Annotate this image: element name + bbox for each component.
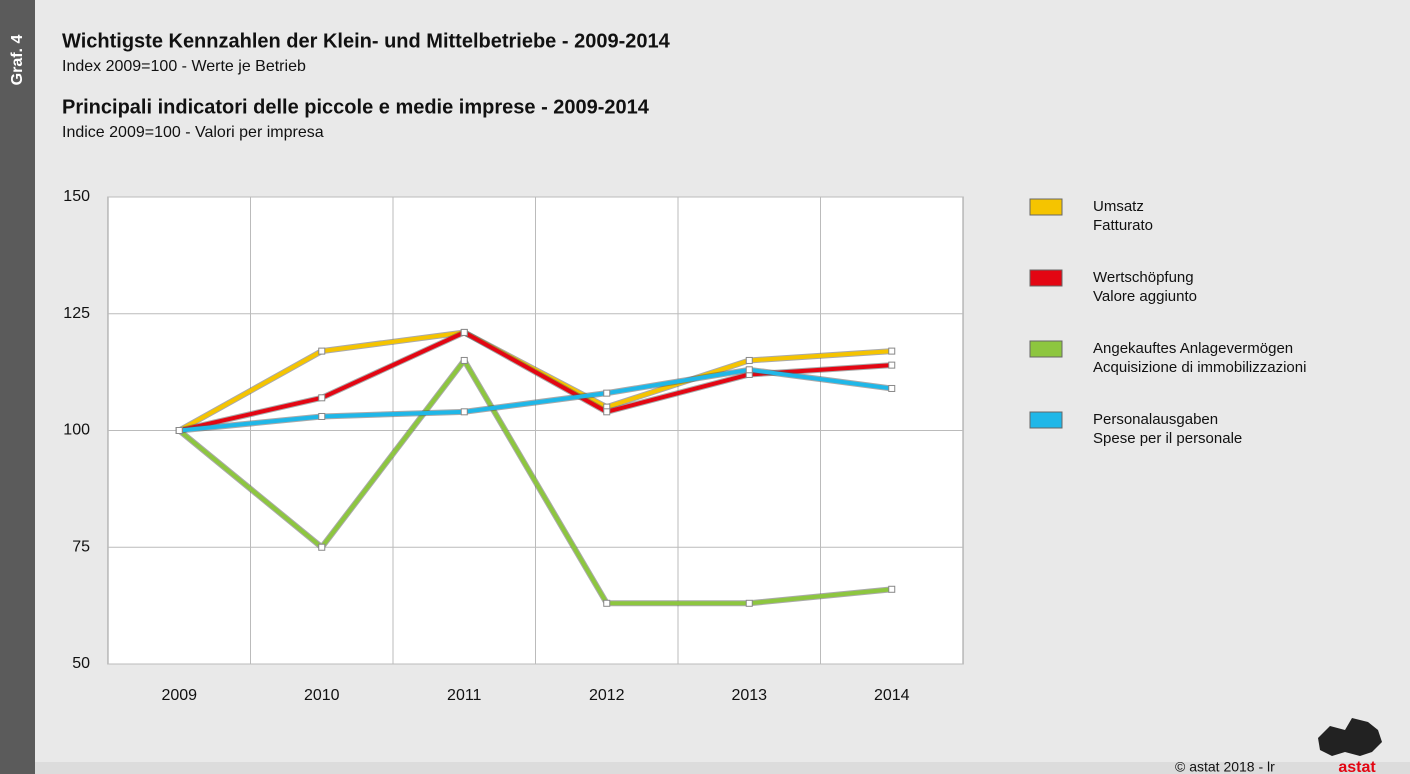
- point-marker: [318, 412, 326, 420]
- legend-label-it: Fatturato: [1093, 217, 1153, 234]
- point-marker: [318, 394, 326, 402]
- point-marker: [745, 356, 753, 364]
- point-marker: [318, 543, 326, 551]
- point-marker: [460, 408, 468, 416]
- x-tick-label: 2012: [589, 687, 625, 704]
- point-marker: [888, 585, 896, 593]
- x-tick-label: 2013: [731, 687, 767, 704]
- legend-label-it: Acquisizione di immobilizzazioni: [1093, 359, 1306, 376]
- legend-label: Wertschöpfung: [1093, 269, 1194, 286]
- point-marker: [603, 599, 611, 607]
- point-marker: [603, 389, 611, 397]
- point-marker: [460, 356, 468, 364]
- x-tick-label: 2010: [304, 687, 340, 704]
- x-tick-label: 2009: [161, 687, 197, 704]
- legend-label-it: Valore aggiunto: [1093, 288, 1197, 305]
- legend-label: Umsatz: [1093, 198, 1144, 215]
- chart-title-it: Principali indicatori delle piccole e me…: [62, 96, 650, 118]
- chart-subtitle: Index 2009=100 - Werte je Betrieb: [62, 58, 306, 75]
- legend-label: Personalausgaben: [1093, 411, 1218, 428]
- series-line: [179, 367, 893, 433]
- x-tick-label: 2011: [447, 687, 482, 704]
- y-tick-label: 125: [63, 305, 90, 322]
- x-tick-label: 2014: [874, 687, 910, 704]
- legend-label: Angekauftes Anlagevermögen: [1093, 340, 1293, 357]
- footer: © astat 2018 - lr: [1175, 759, 1275, 774]
- legend-swatch: [1029, 198, 1063, 216]
- logo-text: astat: [1338, 759, 1376, 774]
- point-marker: [888, 347, 896, 355]
- logo-shape: [1318, 718, 1382, 756]
- point-marker: [175, 427, 183, 434]
- chart-subtitle-it: Indice 2009=100 - Valori per impresa: [62, 124, 324, 141]
- y-tick-label: 150: [63, 188, 90, 205]
- point-marker: [460, 328, 468, 336]
- legend-swatch: [1029, 269, 1063, 287]
- footer-strip: [35, 762, 1410, 774]
- point-marker: [745, 366, 753, 374]
- legend-swatch: [1029, 411, 1063, 429]
- chart-title: Wichtigste Kennzahlen der Klein- und Mit…: [62, 30, 671, 52]
- side-strip: [0, 0, 35, 774]
- y-tick-label: 50: [72, 655, 90, 672]
- point-marker: [888, 361, 896, 369]
- figure-label: Graf. 4: [9, 35, 26, 86]
- legend-swatch: [1029, 340, 1063, 358]
- y-tick-label: 100: [63, 422, 90, 439]
- point-marker: [888, 384, 896, 392]
- point-marker: [318, 347, 326, 355]
- point-marker: [745, 599, 753, 607]
- series-line: [177, 358, 892, 606]
- y-tick-label: 75: [72, 538, 90, 555]
- legend-label-it: Spese per il personale: [1093, 430, 1242, 447]
- point-marker: [603, 408, 611, 416]
